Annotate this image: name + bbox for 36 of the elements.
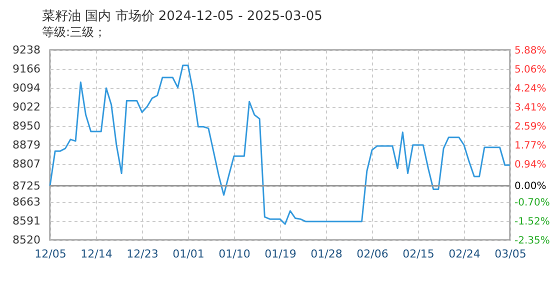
y-tick-label: 8807 [12,158,40,171]
chart-title: 菜籽油 国内 市场价 2024-12-05 - 2025-03-05 [42,9,322,24]
y2-tick-label: -1.52% [514,216,550,228]
y-tick-label: 9238 [12,44,40,56]
y2-tick-label: 5.06% [514,64,546,76]
x-tick-label: 02/24 [448,248,480,260]
x-tick-label: 02/06 [356,248,388,260]
y2-tick-label: -0.70% [514,197,550,208]
y2-tick-label: -2.35% [514,236,550,246]
y-tick-label: 8725 [12,179,40,192]
x-tick-label: 12/05 [34,248,66,260]
y2-tick-label: 2.59% [514,121,546,132]
x-tick-label: 02/15 [402,248,434,260]
y-tick-label: 8950 [12,120,40,133]
y2-tick-label: 4.24% [514,83,546,94]
x-tick-label: 01/19 [264,248,296,260]
y2-tick-label: 5.88% [514,46,546,56]
x-tick-label: 03/05 [494,248,526,260]
x-tick-label: 12/14 [80,248,112,260]
y2-tick-label: 3.41% [514,102,546,114]
y-tick-label: 8879 [12,138,40,152]
y-tick-label: 9094 [12,82,40,95]
y2-tick-label: 0.94% [514,160,546,171]
line-series [49,64,511,225]
x-tick-label: 12/23 [126,248,158,260]
y-tick-label: 8520 [12,234,40,246]
x-tick-label: 01/10 [218,248,250,260]
chart-subtitle: 等级:三级； [42,25,106,39]
y-tick-label: 9166 [12,62,40,76]
y-tick-label: 8663 [12,196,40,209]
y2-tick-label: 1.77% [514,140,546,152]
y-tick-label: 9022 [12,100,40,114]
y-tick-label: 8591 [12,214,40,228]
x-tick-label: 01/01 [172,248,204,260]
y2-tick-label: 0.00% [514,181,546,192]
x-tick-label: 01/28 [310,248,342,260]
